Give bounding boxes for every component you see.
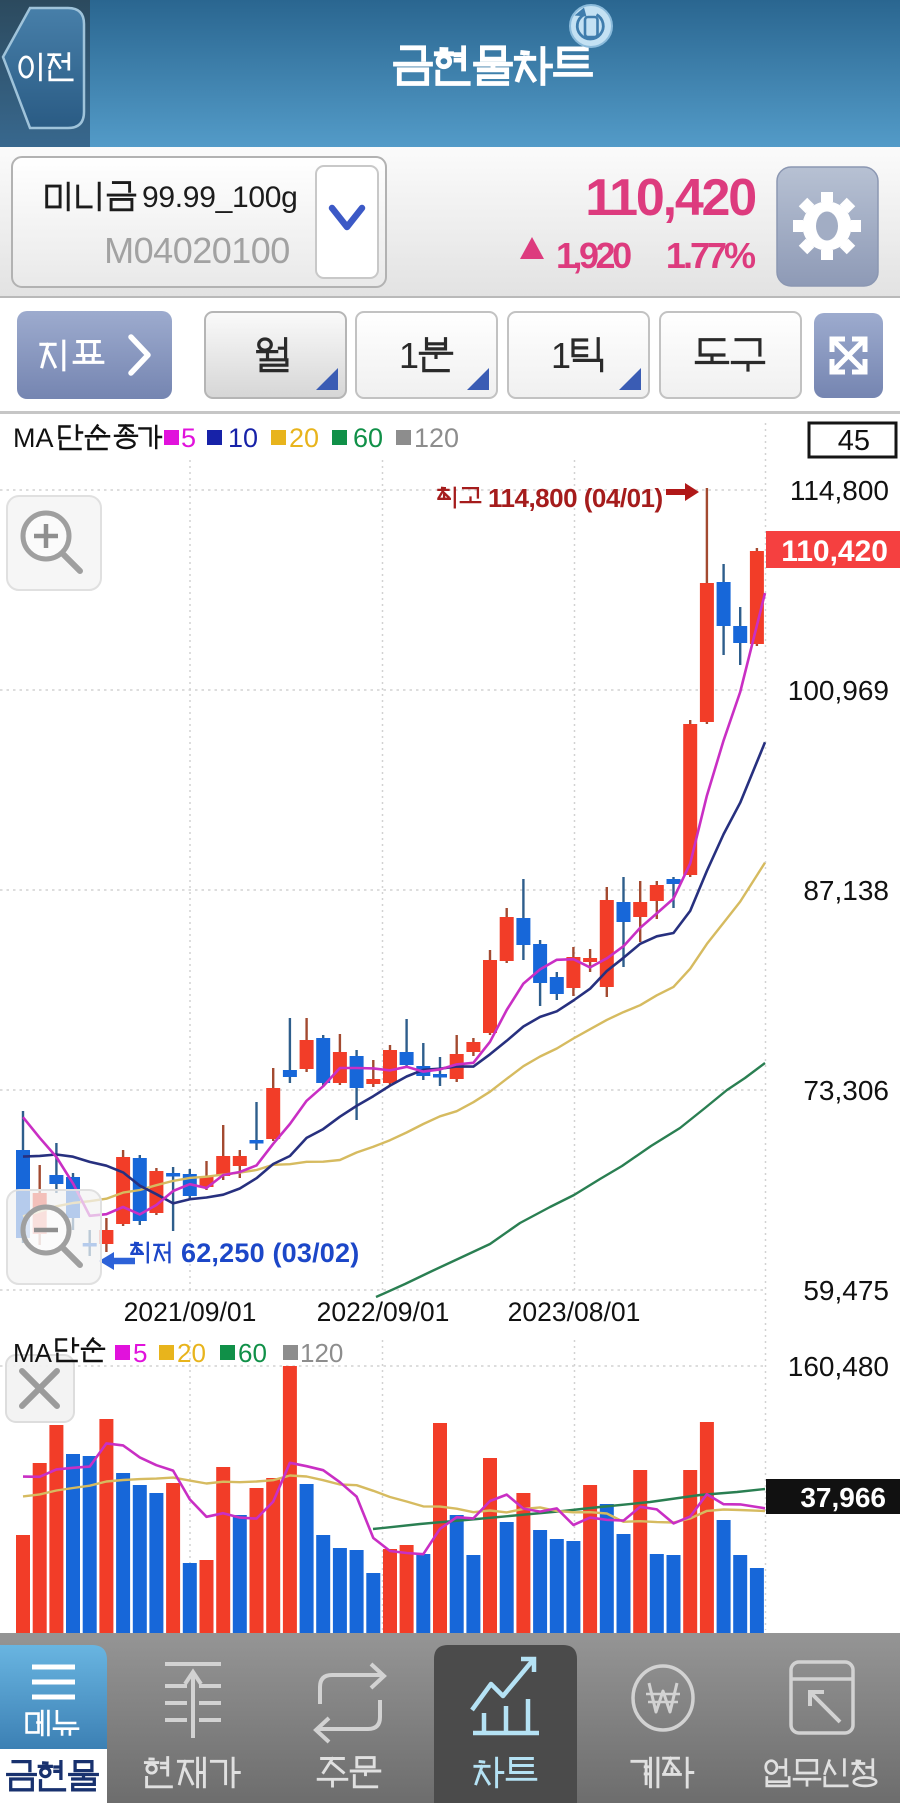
- svg-text:MA: MA: [13, 423, 54, 453]
- svg-text:110,420: 110,420: [585, 169, 755, 227]
- svg-text:5: 5: [181, 423, 196, 453]
- svg-text:MA: MA: [13, 1338, 53, 1368]
- svg-text:99.99_100g: 99.99_100g: [142, 181, 298, 214]
- svg-text:100,969: 100,969: [788, 675, 889, 706]
- svg-text:114,800 (04/01): 114,800 (04/01): [488, 483, 663, 513]
- svg-text:2021/09/01: 2021/09/01: [124, 1297, 257, 1327]
- svg-text:1: 1: [399, 335, 419, 376]
- svg-text:2022/09/01: 2022/09/01: [317, 1297, 450, 1327]
- svg-text:20: 20: [177, 1338, 206, 1368]
- svg-text:45: 45: [838, 425, 870, 457]
- svg-text:120: 120: [300, 1338, 343, 1368]
- svg-text:110,420: 110,420: [781, 535, 888, 568]
- svg-text:1,920: 1,920: [556, 235, 631, 276]
- svg-text:114,800: 114,800: [790, 475, 889, 506]
- svg-text:62,250 (03/02): 62,250 (03/02): [181, 1238, 359, 1268]
- svg-text:87,138: 87,138: [803, 875, 889, 906]
- svg-text:20: 20: [289, 423, 319, 453]
- svg-text:5: 5: [133, 1338, 147, 1368]
- svg-text:59,475: 59,475: [803, 1275, 889, 1306]
- svg-text:1.77%: 1.77%: [666, 235, 756, 276]
- svg-text:60: 60: [238, 1338, 267, 1368]
- svg-text:120: 120: [414, 423, 459, 453]
- svg-text:10: 10: [228, 423, 258, 453]
- svg-text:37,966: 37,966: [800, 1482, 886, 1513]
- svg-text:2023/08/01: 2023/08/01: [508, 1297, 641, 1327]
- svg-text:60: 60: [353, 423, 383, 453]
- svg-text:160,480: 160,480: [788, 1351, 889, 1382]
- svg-text:73,306: 73,306: [803, 1075, 889, 1106]
- svg-text:1: 1: [551, 335, 571, 376]
- svg-text:M04020100: M04020100: [104, 230, 290, 271]
